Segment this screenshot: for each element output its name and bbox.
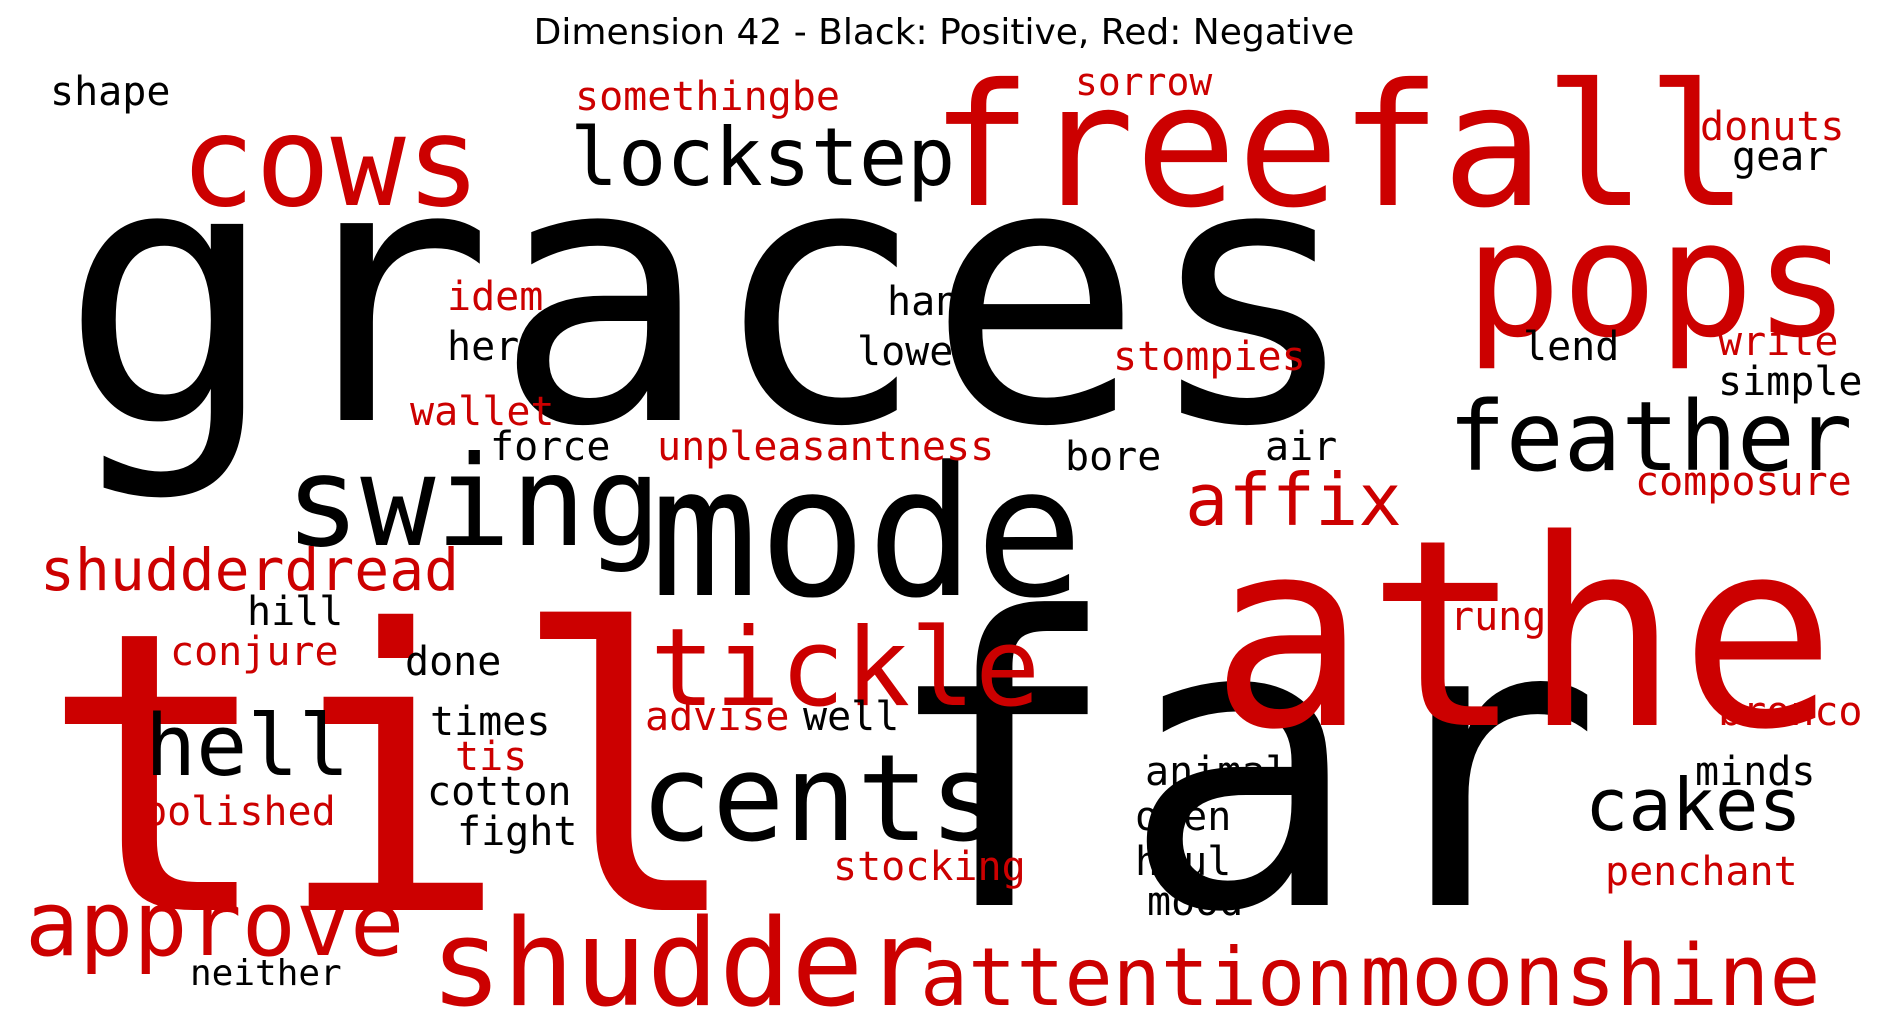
word-shape: shape — [50, 69, 170, 115]
word-shudderdread: shudderdread — [40, 536, 459, 604]
word-cents: cents — [640, 730, 1001, 869]
word-mode: mode — [650, 429, 1083, 638]
word-feather: feather — [1448, 381, 1853, 493]
word-force: force — [490, 424, 610, 470]
word-air: air — [1265, 424, 1337, 470]
word-gear: gear — [1732, 134, 1828, 180]
word-lend: lend — [1523, 324, 1619, 370]
word-simple: simple — [1718, 359, 1863, 405]
word-attention: attention — [920, 931, 1353, 1010]
word-moonshine: moonshine — [1360, 927, 1821, 1010]
word-neither: neither — [190, 953, 342, 994]
word-here: here — [447, 324, 543, 370]
word-bore: bore — [1065, 434, 1161, 480]
word-stocking: stocking — [833, 844, 1026, 890]
word-composure: composure — [1635, 459, 1852, 505]
word-cows: cows — [180, 90, 481, 235]
word-advise: advise — [645, 694, 790, 740]
word-idem: idem — [447, 274, 543, 320]
word-well: well — [803, 694, 899, 740]
word-fight: fight — [457, 809, 577, 855]
word-lower: lower — [857, 329, 977, 375]
word-write: write — [1718, 319, 1838, 365]
word-unpleasantness: unpleasantness — [657, 424, 994, 470]
word-tis: tis — [455, 734, 527, 780]
word-sorrow: sorrow — [1075, 60, 1212, 104]
word-conjure: conjure — [170, 629, 339, 675]
word-shudder: shudder — [430, 895, 936, 1010]
word-bronco: bronco — [1718, 689, 1863, 735]
word-donuts: donuts — [1700, 104, 1845, 150]
word-til: til — [40, 548, 744, 1002]
chart-title: Dimension 42 - Black: Positive, Red: Neg… — [533, 12, 1355, 53]
word-hang: hang — [887, 279, 983, 325]
word-somethingbe: somethingbe — [575, 74, 840, 120]
word-penchant: penchant — [1605, 849, 1798, 895]
word-done: done — [405, 639, 501, 685]
word-times: times — [430, 699, 550, 745]
word-polished: polished — [143, 789, 336, 835]
word-hill: hill — [247, 589, 343, 635]
word-animal: animal — [1145, 749, 1290, 795]
word-freefall: freefall — [930, 48, 1749, 246]
word-rung: rung — [1450, 594, 1546, 640]
word-haul: haul — [1135, 839, 1231, 885]
word-wallet: wallet — [410, 389, 555, 435]
word-swing: swing — [285, 430, 661, 575]
word-stompies: stompies — [1113, 334, 1306, 380]
word-open: open — [1135, 794, 1231, 840]
word-affix: affix — [1185, 458, 1402, 542]
word-lockstep: lockstep — [570, 111, 955, 204]
word-pops: pops — [1465, 186, 1850, 373]
word-far: far — [880, 535, 1602, 1000]
word-approve: approve — [25, 872, 404, 977]
word-hell: hell — [145, 697, 350, 796]
word-cakes: cakes — [1585, 763, 1802, 847]
word-graces: graces — [60, 86, 1360, 505]
word-mood: mood — [1147, 879, 1243, 925]
word-athe: athe — [1210, 485, 1836, 787]
word-minds: minds — [1695, 749, 1815, 795]
word-tickle: tickle — [650, 606, 1040, 731]
word-cotton: cotton — [427, 769, 572, 815]
